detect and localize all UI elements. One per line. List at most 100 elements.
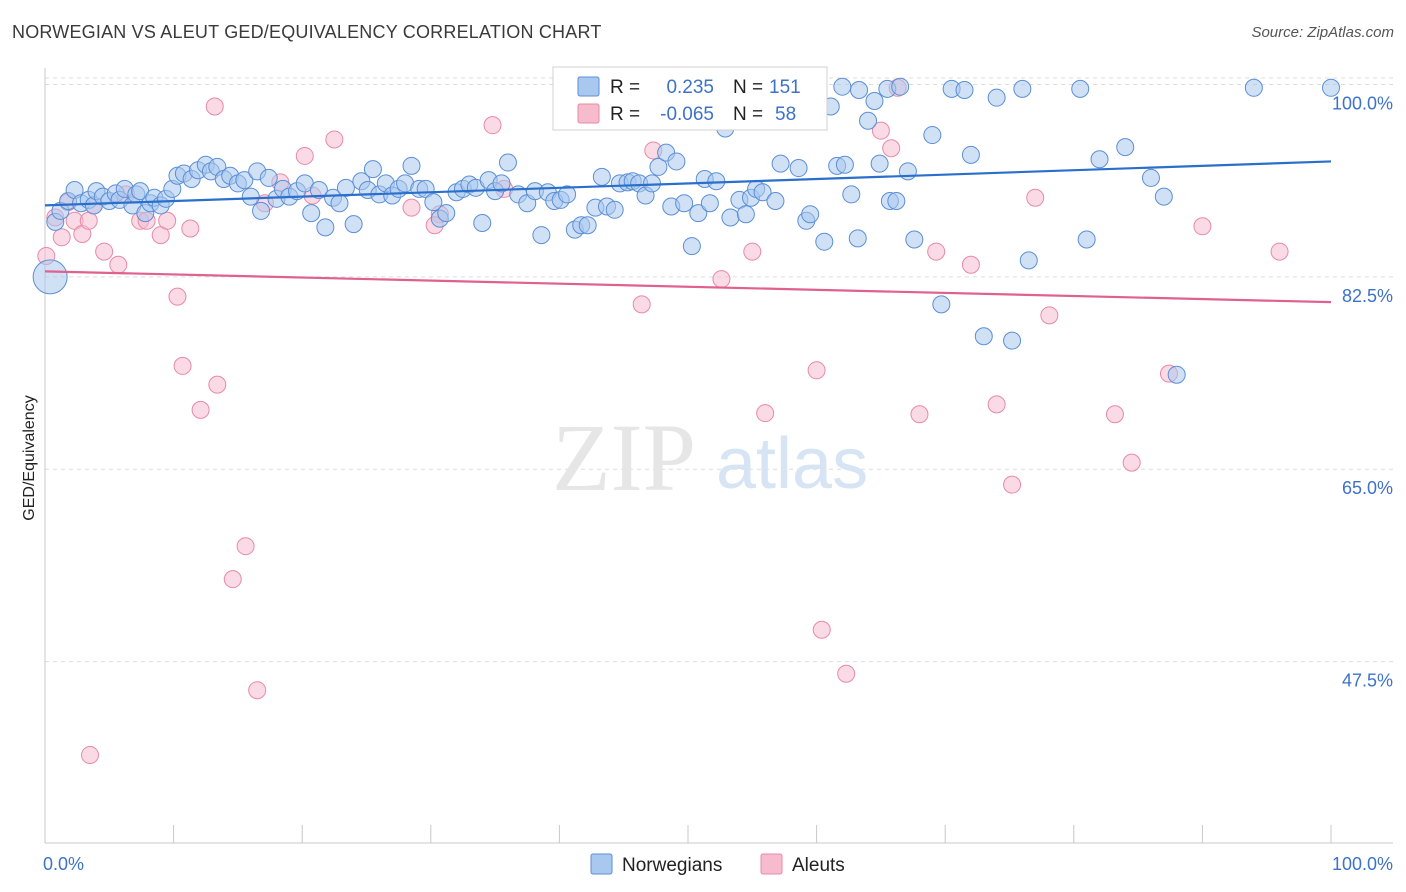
norwegian-point-139 — [1116, 138, 1135, 157]
norwegian-point-124 — [865, 91, 884, 110]
norwegian-point-115 — [801, 205, 820, 224]
norwegian-point-large — [32, 259, 68, 295]
norwegian-point-75 — [532, 226, 551, 245]
aleut-point-34 — [632, 295, 651, 314]
norwegian-point-101 — [700, 194, 719, 213]
norwegian-point-110 — [766, 192, 785, 211]
norwegian-point-138 — [1090, 150, 1109, 169]
aleut-point-39 — [807, 361, 826, 380]
norwegian-point-135 — [1013, 79, 1032, 98]
legend-n-value-1: 151 — [769, 77, 801, 98]
aleut-point-37 — [743, 242, 762, 261]
aleut-point-53 — [1122, 453, 1141, 472]
norwegian-point-150 — [850, 80, 869, 99]
aleut-point-9 — [109, 255, 128, 274]
norwegian-point-109 — [753, 183, 772, 202]
norwegian-point-121 — [842, 185, 861, 204]
aleut-point-14 — [158, 211, 177, 230]
norwegian-point-127 — [887, 192, 906, 211]
norwegian-point-84 — [592, 167, 611, 186]
norwegian-point-48 — [344, 215, 363, 234]
norwegian-point-106 — [736, 205, 755, 224]
aleut-point-43 — [882, 139, 901, 158]
norwegian-point-146 — [1003, 331, 1022, 350]
norwegian-point-130 — [923, 126, 942, 145]
aleut-point-18 — [191, 400, 210, 419]
norwegian-point-152 — [891, 77, 910, 96]
norwegian-point-71 — [498, 153, 517, 172]
chart-title: NORWEGIAN VS ALEUT GED/EQUIVALENCY CORRE… — [12, 22, 602, 42]
aleut-point-38 — [756, 404, 775, 423]
norwegian-point-33 — [241, 187, 260, 206]
norwegian-point-133 — [961, 145, 980, 164]
aleut-trend-line — [44, 270, 1332, 304]
watermark-zip: ZIP — [552, 404, 696, 511]
aleut-point-16 — [173, 356, 192, 375]
aleut-point-42 — [871, 121, 890, 140]
norwegian-point-136 — [1071, 79, 1090, 98]
tick-labels: 47.5% 65.0% 82.5% 100.0% 0.0% 100.0% — [43, 93, 1393, 874]
aleut-point-47 — [961, 255, 980, 274]
y-tick-label-1: 65.0% — [1342, 478, 1393, 498]
y-tick-label-0: 47.5% — [1342, 671, 1393, 691]
x-tick-label-0: 0.0% — [43, 854, 84, 874]
aleut-point-21 — [223, 570, 242, 589]
source-label: Source: ZipAtlas.com — [1251, 24, 1394, 41]
aleut-point-48 — [987, 395, 1006, 414]
norwegian-point-143 — [1322, 78, 1340, 97]
aleut-point-56 — [1270, 242, 1289, 261]
aleut-point-52 — [1105, 405, 1124, 424]
aleut-point-57 — [81, 746, 100, 765]
aleut-point-26 — [295, 146, 314, 165]
norwegian-point-32 — [235, 171, 254, 190]
norwegian-point-128 — [898, 162, 917, 181]
aleut-point-17 — [181, 219, 200, 238]
series-legend-aleuts: Aleuts — [792, 855, 845, 876]
norwegian-point-134 — [987, 88, 1006, 107]
norwegian-point-44 — [316, 218, 335, 237]
norwegian-point-47 — [336, 178, 355, 197]
aleut-point-2 — [52, 228, 71, 247]
norwegian-point-132 — [955, 80, 974, 99]
norwegian-point-149 — [833, 77, 852, 96]
aleut-point-19 — [205, 97, 224, 116]
watermark: ZIP atlas — [552, 404, 868, 511]
norwegian-point-117 — [815, 232, 834, 251]
aleut-point-29 — [402, 198, 421, 217]
norwegian-point-62 — [437, 204, 456, 223]
norwegian-point-67 — [473, 214, 492, 232]
norwegian-point-82 — [578, 216, 597, 235]
norwegian-point-144 — [932, 295, 951, 314]
norwegian-point-145 — [974, 327, 993, 346]
series-legend: Norwegians Aleuts — [590, 853, 845, 876]
norwegian-point-93 — [649, 157, 668, 176]
norwegian-point-79 — [558, 185, 577, 204]
norwegian-point-129 — [905, 230, 924, 249]
norwegian-point-43 — [309, 181, 328, 200]
norwegian-point-137 — [1077, 230, 1096, 249]
norwegian-point-86 — [605, 200, 624, 219]
aleut-point-40 — [812, 620, 831, 639]
norwegian-point-142 — [1244, 78, 1263, 97]
norwegian-point-98 — [682, 237, 701, 256]
norwegian-point-125 — [870, 154, 889, 173]
norwegian-point-42 — [302, 204, 321, 223]
legend-n-label-1: N = — [733, 77, 763, 98]
aleut-point-28 — [325, 130, 344, 149]
watermark-atlas: atlas — [716, 424, 868, 504]
norwegian-point-97 — [675, 194, 694, 213]
norwegian-trend-line — [44, 160, 1332, 207]
aleut-point-15 — [168, 287, 187, 306]
aleut-point-51 — [1040, 306, 1059, 325]
norwegian-point-141 — [1154, 187, 1173, 206]
series-legend-swatch-aleuts — [760, 853, 783, 875]
legend-r-label-1: R = — [610, 77, 640, 98]
norwegian-point-123 — [859, 111, 878, 130]
legend-n-label-2: N = — [733, 104, 763, 125]
norwegian-point-46 — [330, 194, 349, 213]
norwegian-point-147 — [1019, 251, 1038, 270]
norwegian-point-120 — [835, 155, 854, 174]
norwegian-point-113 — [789, 159, 808, 178]
norwegian-point-104 — [721, 208, 740, 227]
